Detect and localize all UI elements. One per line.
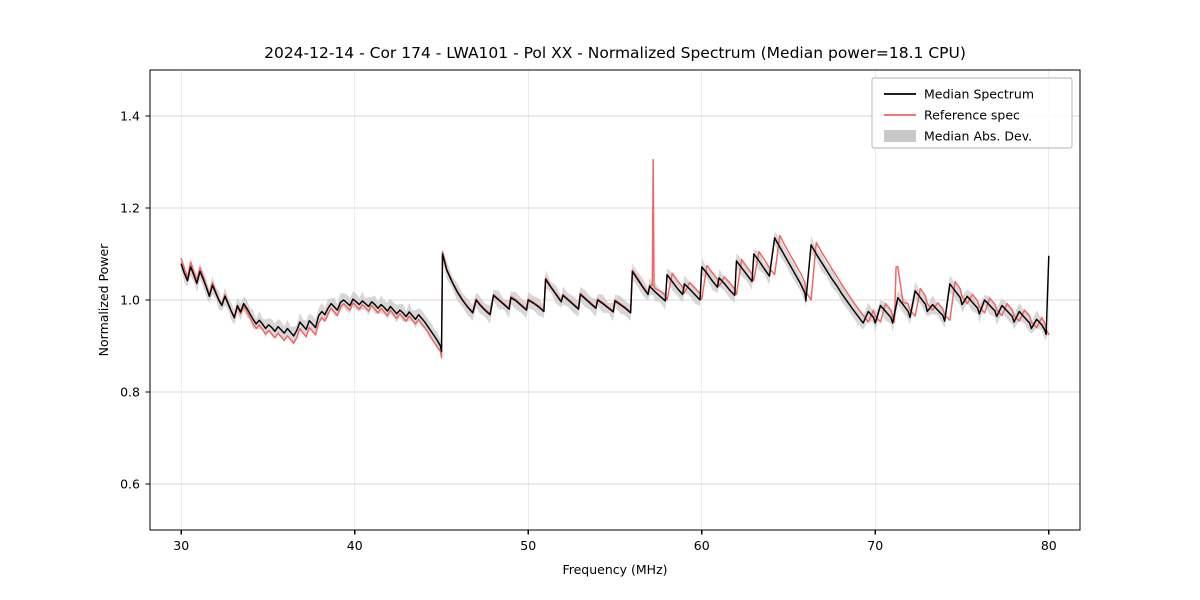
x-tick-label: 60 <box>694 538 710 553</box>
x-axis-label: Frequency (MHz) <box>562 562 667 577</box>
chart-legend[interactable]: Median Spectrum Reference spec Median Abs.… <box>871 77 1073 149</box>
legend-item-reference-spec[interactable]: Reference spec <box>884 108 1020 123</box>
legend-label: Reference spec <box>924 108 1020 123</box>
median-abs-dev-band <box>181 231 1049 361</box>
y-axis-label: Normalized Power <box>96 243 111 357</box>
mad-envelope <box>181 231 1049 361</box>
x-axis-ticks: 30 40 50 60 70 80 <box>173 530 1057 553</box>
legend-swatch <box>884 130 916 142</box>
y-axis-ticks: 0.6 0.8 1.0 1.2 1.4 <box>120 109 150 492</box>
y-tick-label: 1.0 <box>120 293 140 308</box>
y-tick-label: 0.8 <box>120 385 140 400</box>
page-title: 2024-12-14 - Cor 174 - LWA101 - Pol XX -… <box>264 44 966 62</box>
y-tick-label: 1.4 <box>120 109 140 124</box>
legend-item-median-spectrum[interactable]: Median Spectrum <box>884 87 1034 102</box>
x-tick-label: 50 <box>520 538 536 553</box>
spectrum-series <box>180 158 1050 359</box>
y-tick-label: 0.6 <box>120 477 140 492</box>
y-tick-label: 1.2 <box>120 201 140 216</box>
x-tick-label: 70 <box>867 538 883 553</box>
x-tick-label: 30 <box>173 538 189 553</box>
legend-label: Median Spectrum <box>924 87 1034 102</box>
legend-item-median-abs-dev-[interactable]: Median Abs. Dev. <box>884 129 1032 144</box>
x-tick-label: 40 <box>347 538 363 553</box>
legend-label: Median Abs. Dev. <box>924 129 1032 144</box>
series-line-median-spectrum <box>180 237 1050 353</box>
x-tick-label: 80 <box>1041 538 1057 553</box>
legend-background <box>871 77 1073 149</box>
